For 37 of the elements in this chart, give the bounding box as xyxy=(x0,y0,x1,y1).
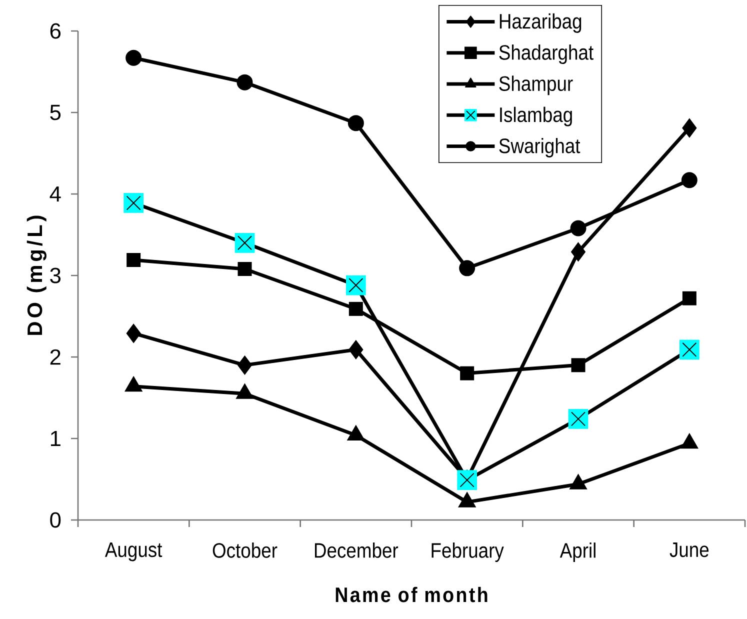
y-tick-label: 1 xyxy=(50,430,60,446)
x-axis-title: Name of month xyxy=(336,586,488,602)
legend-label: Islambag xyxy=(500,106,572,126)
legend-label: Swarighat xyxy=(499,138,580,158)
legend-label: Shampur xyxy=(499,76,573,96)
y-tick-label: 5 xyxy=(50,104,61,120)
y-tick-label: 0 xyxy=(50,512,61,528)
point xyxy=(348,340,364,360)
point xyxy=(238,356,252,375)
point xyxy=(459,260,476,276)
point xyxy=(126,324,141,343)
point xyxy=(679,340,700,360)
y-tick-label: 4 xyxy=(50,186,61,202)
point xyxy=(346,275,366,296)
x-tick-label: August xyxy=(104,542,162,562)
point xyxy=(571,242,586,262)
point xyxy=(570,220,586,236)
point xyxy=(348,115,364,132)
point xyxy=(568,409,588,429)
point xyxy=(236,74,253,90)
x-tick-label: December xyxy=(314,542,398,558)
point xyxy=(682,118,697,138)
y-tick-label: 3 xyxy=(50,268,61,284)
point xyxy=(126,50,142,66)
y-axis-title: DO (mg/L) xyxy=(26,216,46,335)
point xyxy=(681,172,698,188)
y-tick-label: 2 xyxy=(50,349,60,365)
legend-label: Hazaribag xyxy=(500,13,582,33)
point xyxy=(124,193,144,213)
legend-label: Shadarghat xyxy=(499,44,594,64)
x-tick-label: April xyxy=(560,542,596,562)
x-tick-label: February xyxy=(432,542,504,562)
point xyxy=(457,470,478,490)
y-tick-label: 6 xyxy=(50,23,61,39)
x-tick-label: October xyxy=(212,542,278,558)
x-tick-label: June xyxy=(670,542,709,558)
point xyxy=(234,232,255,253)
